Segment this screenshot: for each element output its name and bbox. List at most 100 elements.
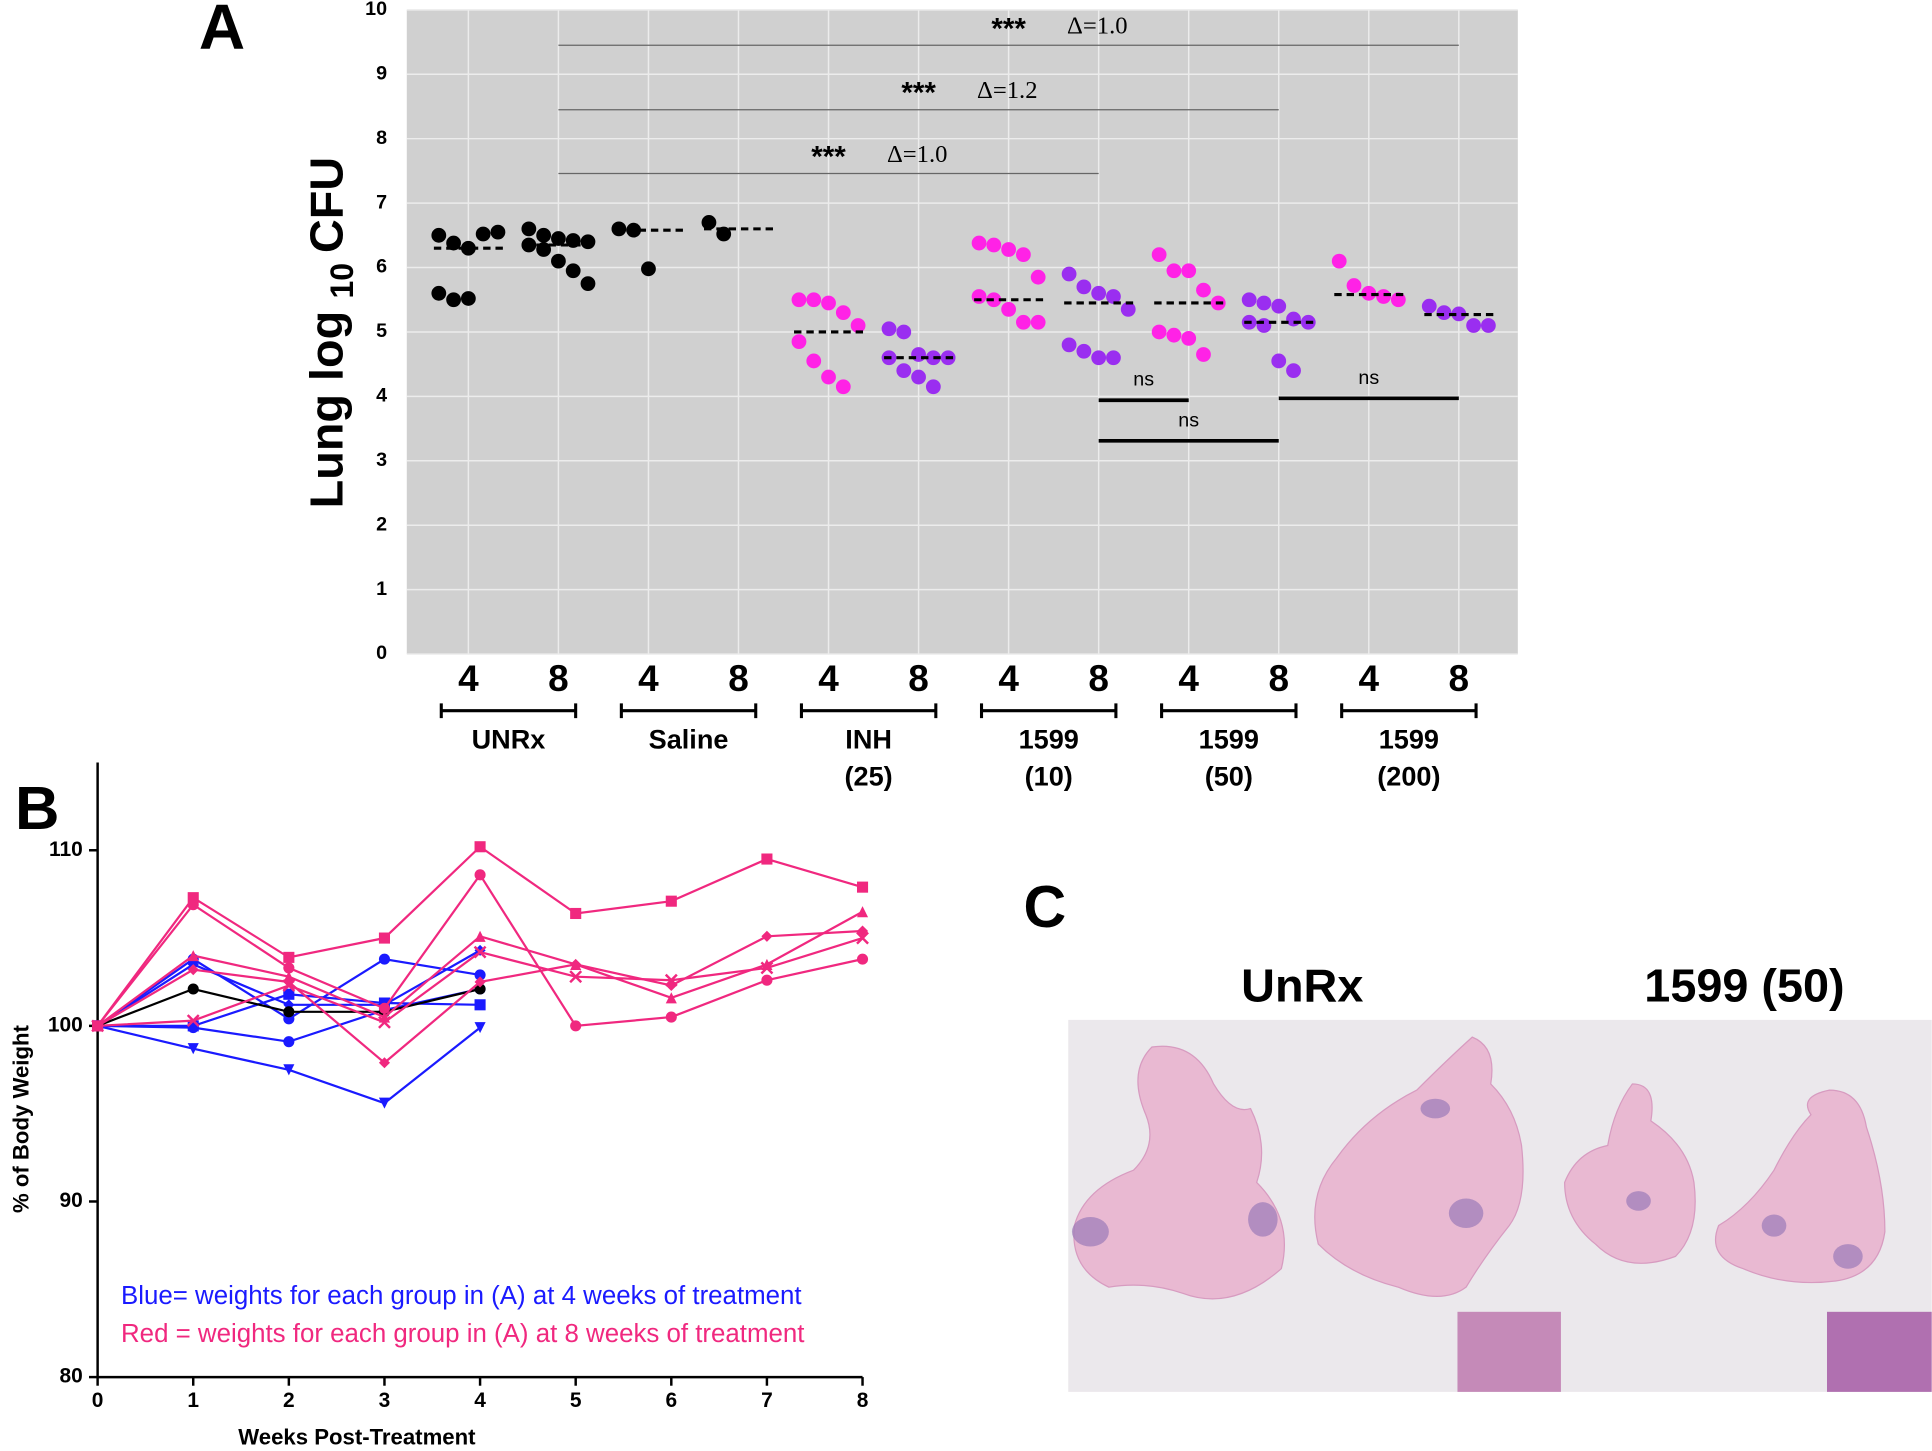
marker [378,932,391,944]
data-point [806,292,822,308]
marker [570,1020,582,1032]
group-label: (10) [1025,761,1073,792]
y-axis-label: % of Body Weight [8,1024,33,1213]
legend-note: Blue= weights for each group in (A) at 4… [121,1282,802,1310]
data-point [1091,350,1107,366]
y-axis-label: Lung log 10 CFU [301,157,361,509]
data-point [1480,318,1496,333]
panel-letter: A [199,0,245,63]
data-point [1030,314,1046,330]
marker [283,1036,295,1048]
y-axis-label-text: Lung log [301,311,353,509]
marker [282,979,296,992]
y-axis-label-unit: CFU [301,157,353,253]
data-point [896,324,912,340]
group-bracket [439,703,578,719]
data-point [1076,343,1092,359]
data-point [1271,353,1287,369]
marker [570,958,582,970]
group-label: (200) [1377,761,1440,792]
group-label: 1599 [1199,724,1259,755]
marker [474,841,486,853]
data-point [1361,285,1377,301]
data-point [1001,302,1017,317]
group-bracket [619,703,758,719]
marker [664,973,678,987]
y-tick-label: 2 [376,513,387,535]
marker [761,853,773,865]
data-point [911,347,926,362]
marker [187,899,199,911]
marker [856,931,869,945]
panel-letter: C [1023,873,1066,940]
data-point [431,227,447,243]
data-point [1181,263,1197,279]
marker [474,930,486,942]
significance-label: *** [901,77,936,110]
marker [378,953,391,965]
marker [473,945,487,959]
x-tick-label: 4 [818,658,839,699]
marker [474,1022,486,1034]
marker [570,907,582,920]
x-tick-label: 4 [458,658,479,699]
x-tick-label: 1 [187,1389,199,1412]
y-tick-label: 8 [376,127,387,149]
marker [378,1015,391,1029]
data-point [490,224,506,240]
marker [378,1097,391,1109]
x-tick-label: 4 [474,1389,486,1412]
data-point [1286,311,1301,327]
y-tick-label: 10 [365,0,387,20]
y-tick-label: 1 [376,578,387,600]
data-point [835,305,851,321]
y-tick-label: 3 [376,449,387,471]
data-point [1241,292,1257,308]
marker [761,974,773,986]
data-point [1256,318,1272,333]
data-point [580,234,596,250]
significance-label: ns [1133,369,1154,391]
marker [474,983,486,995]
data-point [641,261,656,277]
data-point [1271,298,1287,314]
delta-label: Δ=1.0 [1067,13,1128,40]
significance-label: ns [1358,367,1379,389]
marker [474,999,486,1011]
legend-note: Red = weights for each group in (A) at 8… [121,1320,804,1348]
data-point [431,285,447,301]
delta-label: Δ=1.0 [887,141,948,168]
data-point [1286,363,1301,378]
marker [665,1011,677,1023]
y-tick-label: 80 [60,1365,83,1388]
data-point [835,379,851,395]
data-point [580,276,596,292]
marker [665,992,677,1004]
marker [569,970,583,984]
data-point [475,226,491,242]
group-bracket [979,703,1118,719]
data-point [791,292,807,308]
group-bracket [799,703,938,719]
data-point [1091,285,1107,301]
group-label: 1599 [1019,724,1079,755]
significance-label: *** [991,12,1026,45]
data-point [1016,247,1031,263]
marker [187,1043,199,1055]
data-point [1016,314,1031,330]
x-tick-label: 6 [665,1389,677,1412]
data-point [1151,247,1167,263]
data-point [911,369,926,385]
x-tick-label: 4 [1178,658,1199,699]
group-label: Saline [649,724,729,755]
data-point [1001,242,1017,257]
marker [665,895,677,907]
data-point [1076,279,1092,295]
y-tick-label: 110 [49,838,83,861]
data-point [1196,347,1211,362]
data-point [1061,337,1077,353]
data-point [521,221,537,237]
data-point [1166,327,1182,343]
data-point [1151,324,1167,340]
